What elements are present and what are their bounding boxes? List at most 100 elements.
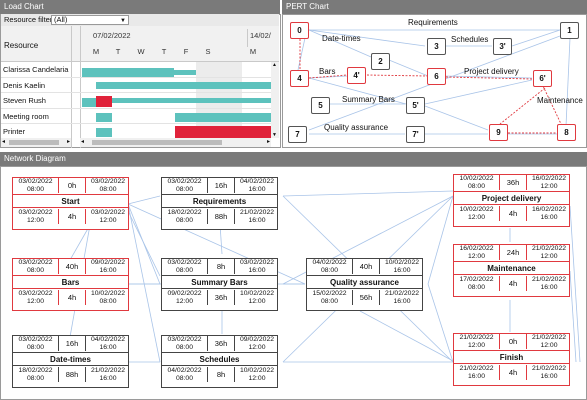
resource-row-label[interactable]: Denis Kaelin bbox=[3, 81, 46, 90]
allocation-bar[interactable] bbox=[112, 98, 271, 103]
task-node-requirements[interactable]: 03/02/2022 08:00 16h 04/02/2022 16:00 Require… bbox=[161, 177, 278, 230]
task-node-project-delivery[interactable]: 10/02/2022 08:00 36h 16/02/2022 12:00 Project… bbox=[453, 174, 570, 227]
late-finish-time: 08:00 bbox=[99, 297, 117, 305]
scroll-up-arrow-icon[interactable]: ▲ bbox=[272, 62, 277, 68]
late-start: 09/02/2022 12:00 bbox=[162, 290, 207, 305]
late-finish-time: 12:00 bbox=[248, 297, 266, 305]
resource-row-label[interactable]: Steven Rush bbox=[3, 96, 46, 105]
task-node-bars[interactable]: 03/02/2022 08:00 40h 09/02/2022 16:00 Bars 03/… bbox=[12, 258, 129, 311]
day-label: F bbox=[183, 47, 189, 56]
task-early-row: 03/02/2022 08:00 40h 09/02/2022 16:00 bbox=[13, 259, 128, 274]
early-finish-date: 04/02/2022 bbox=[90, 336, 126, 343]
pert-node[interactable]: 6 bbox=[427, 68, 446, 85]
resource-filter-dropdown[interactable]: (All) ▼ bbox=[51, 15, 129, 25]
scroll-left-arrow-icon[interactable]: ◂ bbox=[2, 139, 6, 145]
day-label: T bbox=[115, 47, 121, 56]
early-finish: 21/02/2022 12:00 bbox=[526, 245, 571, 260]
pert-node[interactable]: 5' bbox=[406, 97, 425, 114]
scroll-down-arrow-icon[interactable]: ▼ bbox=[272, 132, 277, 138]
resource-row-label[interactable]: Printer bbox=[3, 127, 26, 136]
scrollbar-thumb[interactable] bbox=[9, 140, 59, 145]
day-label: M bbox=[92, 47, 100, 56]
early-finish-time: 12:00 bbox=[540, 341, 558, 349]
overload-bar[interactable] bbox=[96, 96, 112, 107]
task-early-row: 16/02/2022 12:00 24h 21/02/2022 12:00 bbox=[454, 245, 569, 260]
load-chart-header: Resource bbox=[1, 26, 279, 62]
task-node-quality-assurance[interactable]: 04/02/2022 08:00 40h 10/02/2022 16:00 Quality… bbox=[306, 258, 423, 311]
resource-row-label[interactable]: Meeting room bbox=[3, 112, 49, 121]
early-start-time: 08:00 bbox=[320, 266, 338, 274]
scroll-left-arrow-icon[interactable]: ◂ bbox=[81, 139, 85, 145]
pert-node[interactable]: 3' bbox=[493, 38, 512, 55]
pert-node[interactable]: 7 bbox=[288, 126, 307, 143]
task-node-maintenance[interactable]: 16/02/2022 12:00 24h 21/02/2022 12:00 Mainten… bbox=[453, 244, 570, 297]
early-finish-date: 09/02/2022 bbox=[90, 259, 126, 266]
late-finish-date: 21/02/2022 bbox=[531, 276, 567, 283]
allocation-bar[interactable] bbox=[96, 82, 271, 89]
allocation-bar[interactable] bbox=[82, 68, 174, 77]
late-finish: 21/02/2022 16:00 bbox=[526, 276, 571, 291]
allocation-bar[interactable] bbox=[175, 113, 271, 122]
task-late-row: 15/02/2022 08:00 56h 21/02/2022 16:00 bbox=[307, 290, 422, 305]
early-finish-time: 16:00 bbox=[99, 266, 117, 274]
pert-node[interactable]: 6' bbox=[533, 70, 552, 87]
task-name: Quality assurance bbox=[307, 275, 422, 289]
slack: 88h bbox=[58, 367, 85, 382]
task-node-finish[interactable]: 21/02/2022 12:00 0h 21/02/2022 12:00 Finish 21… bbox=[453, 333, 570, 386]
duration: 40h bbox=[352, 259, 379, 274]
resource-filter-label: Resource filter: bbox=[4, 15, 55, 24]
allocation-bar[interactable] bbox=[96, 113, 112, 122]
pert-node[interactable]: 7' bbox=[406, 126, 425, 143]
duration: 24h bbox=[499, 245, 526, 260]
task-node-start[interactable]: 03/02/2022 08:00 0h 03/02/2022 08:00 Start 03/… bbox=[12, 177, 129, 230]
slack: 4h bbox=[499, 365, 526, 380]
scroll-right-arrow-icon[interactable]: ▸ bbox=[66, 139, 70, 145]
pert-node[interactable]: 9 bbox=[489, 124, 508, 141]
slack: 4h bbox=[499, 206, 526, 221]
overload-bar[interactable] bbox=[175, 126, 271, 138]
pert-node[interactable]: 3 bbox=[427, 38, 446, 55]
task-node-schedules[interactable]: 03/02/2022 08:00 36h 09/02/2022 12:00 Schedul… bbox=[161, 335, 278, 388]
late-finish-time: 16:00 bbox=[393, 297, 411, 305]
late-finish-date: 21/02/2022 bbox=[384, 290, 420, 297]
pert-node[interactable]: 4' bbox=[347, 67, 366, 84]
early-start-time: 08:00 bbox=[175, 185, 193, 193]
row-divider bbox=[1, 92, 271, 93]
vertical-scrollbar[interactable]: ▲ ▼ bbox=[271, 62, 279, 138]
horizontal-scrollbar-right[interactable]: ◂ ▸ bbox=[80, 138, 271, 147]
early-finish: 03/02/2022 16:00 bbox=[234, 259, 279, 274]
allocation-bar[interactable] bbox=[96, 128, 112, 137]
early-start: 03/02/2022 08:00 bbox=[13, 259, 58, 274]
early-start-date: 03/02/2022 bbox=[167, 336, 202, 343]
pert-node[interactable]: 5 bbox=[311, 97, 330, 114]
late-finish-date: 10/02/2022 bbox=[239, 290, 275, 297]
late-finish-time: 16:00 bbox=[540, 283, 558, 291]
scroll-right-arrow-icon[interactable]: ▸ bbox=[266, 139, 270, 145]
resource-row-label[interactable]: Clarissa Candelaria bbox=[3, 65, 69, 74]
late-start: 18/02/2022 08:00 bbox=[13, 367, 58, 382]
scrollbar-thumb[interactable] bbox=[92, 140, 222, 145]
allocation-bar[interactable] bbox=[174, 70, 196, 75]
allocation-bar[interactable] bbox=[82, 98, 96, 107]
duration: 0h bbox=[499, 334, 526, 349]
pert-node[interactable]: 2 bbox=[371, 53, 390, 70]
resource-filter-value: (All) bbox=[54, 15, 68, 24]
early-finish-time: 12:00 bbox=[540, 182, 558, 190]
task-node-summary-bars[interactable]: 03/02/2022 08:00 8h 03/02/2022 16:00 Summary … bbox=[161, 258, 278, 311]
pert-node[interactable]: 8 bbox=[557, 124, 576, 141]
day-label: M bbox=[249, 47, 257, 56]
task-node-date-times[interactable]: 03/02/2022 08:00 16h 04/02/2022 16:00 Date-ti… bbox=[12, 335, 129, 388]
row-divider bbox=[1, 108, 271, 109]
pert-node[interactable]: 4 bbox=[290, 70, 309, 87]
horizontal-scrollbar-left[interactable]: ◂ ▸ bbox=[1, 138, 71, 147]
column-splitter[interactable] bbox=[71, 26, 72, 148]
late-start: 15/02/2022 08:00 bbox=[307, 290, 352, 305]
day-label: T bbox=[161, 47, 167, 56]
pert-node[interactable]: 1 bbox=[560, 22, 579, 39]
pert-node[interactable]: 0 bbox=[290, 22, 309, 39]
task-late-row: 03/02/2022 12:00 4h 03/02/2022 12:00 bbox=[13, 209, 128, 224]
late-finish-date: 21/02/2022 bbox=[90, 367, 126, 374]
early-start-date: 03/02/2022 bbox=[167, 259, 202, 266]
task-early-row: 04/02/2022 08:00 40h 10/02/2022 16:00 bbox=[307, 259, 422, 274]
task-late-row: 18/02/2022 08:00 88h 21/02/2022 16:00 bbox=[162, 209, 277, 224]
